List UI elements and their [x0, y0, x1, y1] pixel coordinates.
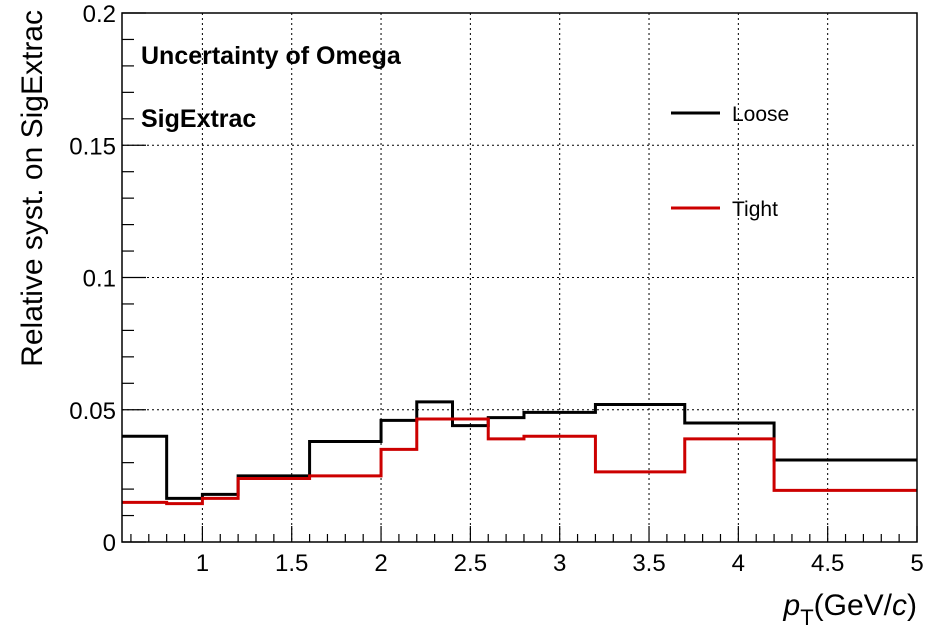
x-tick-label: 3 — [553, 550, 566, 577]
y-axis-title: Relative syst. on SigExtrac — [16, 10, 49, 367]
x-tick-label: 2 — [374, 550, 387, 577]
x-axis-unit-prefix: (GeV/ — [814, 589, 893, 622]
y-tick-label: 0 — [103, 530, 116, 557]
annotation-subtitle: SigExtrac — [141, 105, 256, 133]
x-axis-unit-suffix: ) — [907, 589, 917, 622]
y-tick-label: 0.1 — [83, 266, 116, 293]
x-tick-label: 4.5 — [811, 550, 844, 577]
legend-label-loose: Loose — [732, 103, 789, 126]
x-tick-label: 4 — [732, 550, 745, 577]
x-tick-label: 5 — [910, 550, 923, 577]
x-tick-label: 1.5 — [275, 550, 308, 577]
series-line-loose — [122, 400, 917, 500]
legend-label-tight: Tight — [732, 198, 778, 221]
ticks — [122, 12, 918, 543]
tick-labels: 1 1.5 2 2.5 3 3.5 4 4.5 5 0 0.05 0.1 0.15 0.2 — [69, 1, 923, 577]
legend: Loose Tight — [671, 103, 789, 221]
y-tick-label: 0.2 — [83, 1, 116, 28]
x-tick-label: 2.5 — [454, 550, 487, 577]
series-layer — [122, 400, 917, 506]
y-tick-label: 0.05 — [69, 398, 116, 425]
x-axis-title: pT(GeV/c) — [783, 589, 918, 630]
annotation-title: Uncertainty of Omega — [141, 42, 402, 70]
series-line-tight — [122, 417, 917, 506]
x-tick-label: 3.5 — [632, 550, 665, 577]
x-axis-unit-var: c — [892, 589, 907, 622]
x-tick-label: 1 — [196, 550, 209, 577]
x-axis-var: p — [783, 589, 801, 622]
y-tick-label: 0.15 — [69, 133, 116, 160]
x-axis-subscript: T — [800, 605, 813, 630]
